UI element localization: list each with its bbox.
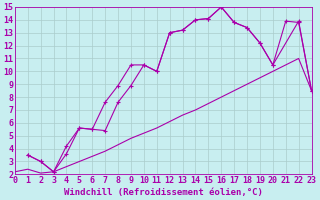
X-axis label: Windchill (Refroidissement éolien,°C): Windchill (Refroidissement éolien,°C) (64, 188, 263, 197)
